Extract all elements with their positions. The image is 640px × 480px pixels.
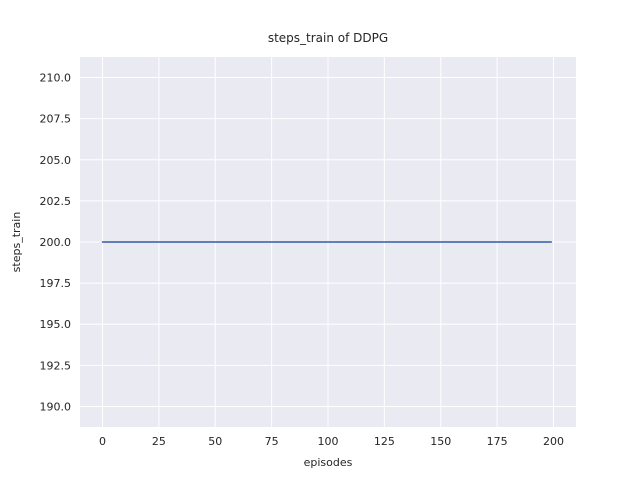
y-tick-label: 197.5 [40,277,72,290]
y-axis-label: steps_train [10,212,23,273]
x-tick-label: 125 [374,435,395,448]
y-tick-label: 190.0 [40,400,72,413]
y-tick-label: 207.5 [40,113,72,126]
y-tick-label: 202.5 [40,195,72,208]
x-tick-label: 50 [208,435,222,448]
x-tick-label: 0 [99,435,106,448]
x-tick-label: 75 [265,435,279,448]
x-tick-label: 150 [430,435,451,448]
x-tick-label: 200 [543,435,564,448]
y-tick-label: 205.0 [40,154,72,167]
chart-title: steps_train of DDPG [268,31,388,45]
y-tick-label: 192.5 [40,359,72,372]
y-tick-label: 200.0 [40,236,72,249]
x-tick-label: 175 [487,435,508,448]
y-axis-tick-labels: 190.0 192.5 195.0 197.5 200.0 202.5 205.0 207.5… [40,72,72,414]
x-axis-tick-labels: 0 25 50 75 100 125 150 175 200 [99,435,564,448]
x-tick-label: 100 [318,435,339,448]
x-axis-label: episodes [304,456,353,469]
x-tick-label: 25 [152,435,166,448]
y-tick-label: 210.0 [40,72,72,85]
y-tick-label: 195.0 [40,318,72,331]
